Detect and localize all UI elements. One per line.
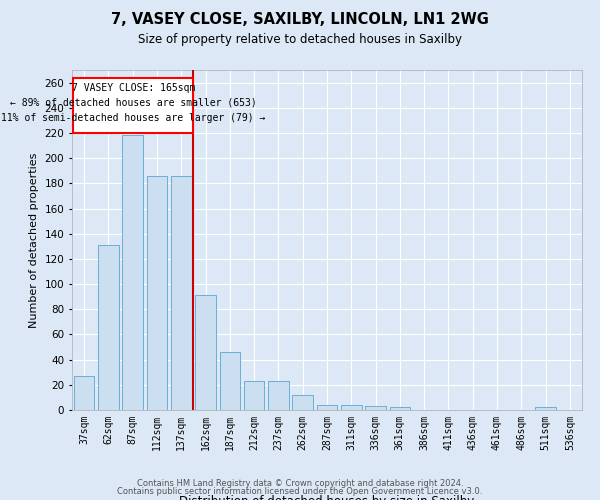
Bar bbox=[98, 245, 119, 410]
Text: Contains HM Land Registry data © Crown copyright and database right 2024.: Contains HM Land Registry data © Crown c… bbox=[137, 478, 463, 488]
Bar bbox=[244, 381, 265, 410]
Bar bbox=[292, 395, 313, 410]
Bar bbox=[535, 408, 556, 410]
Bar bbox=[195, 296, 216, 410]
Bar bbox=[365, 406, 386, 410]
Bar bbox=[341, 405, 362, 410]
Y-axis label: Number of detached properties: Number of detached properties bbox=[29, 152, 39, 328]
Text: ← 89% of detached houses are smaller (653): ← 89% of detached houses are smaller (65… bbox=[10, 98, 257, 108]
Bar bbox=[268, 381, 289, 410]
Text: 11% of semi-detached houses are larger (79) →: 11% of semi-detached houses are larger (… bbox=[1, 113, 266, 123]
Bar bbox=[74, 376, 94, 410]
Text: Size of property relative to detached houses in Saxilby: Size of property relative to detached ho… bbox=[138, 32, 462, 46]
Text: Contains public sector information licensed under the Open Government Licence v3: Contains public sector information licen… bbox=[118, 487, 482, 496]
Text: 7 VASEY CLOSE: 165sqm: 7 VASEY CLOSE: 165sqm bbox=[71, 82, 195, 92]
Text: 7, VASEY CLOSE, SAXILBY, LINCOLN, LN1 2WG: 7, VASEY CLOSE, SAXILBY, LINCOLN, LN1 2W… bbox=[111, 12, 489, 28]
X-axis label: Distribution of detached houses by size in Saxilby: Distribution of detached houses by size … bbox=[179, 494, 475, 500]
Bar bbox=[317, 405, 337, 410]
Bar bbox=[122, 136, 143, 410]
FancyBboxPatch shape bbox=[73, 78, 193, 133]
Bar bbox=[171, 176, 191, 410]
Bar bbox=[389, 408, 410, 410]
Bar bbox=[146, 176, 167, 410]
Bar bbox=[220, 352, 240, 410]
